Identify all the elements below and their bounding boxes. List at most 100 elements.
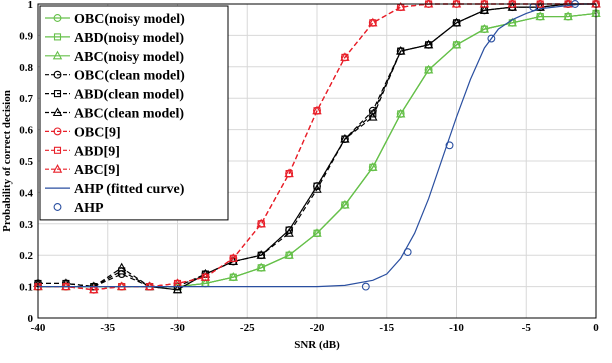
legend-entry: ABC[9] — [45, 163, 120, 178]
legend-marker — [53, 33, 62, 41]
x-tick-label: -35 — [100, 322, 115, 334]
legend-marker — [52, 164, 63, 173]
legend-marker — [52, 50, 63, 60]
legend-entry: OBC[9] — [45, 125, 121, 140]
data-point — [368, 162, 378, 171]
data-point — [256, 218, 266, 228]
data-point — [340, 199, 350, 209]
legend-marker — [53, 146, 62, 154]
y-tick-label: 0 — [28, 313, 34, 325]
y-tick-label: 0.4 — [19, 187, 33, 199]
data-point — [451, 39, 462, 49]
legend: OBC(noisy model) ABD(noisy model) ABC(nois… — [39, 5, 229, 221]
legend-entry: ABD(noisy model) — [45, 31, 184, 46]
x-tick-label: -5 — [522, 322, 532, 334]
data-point — [284, 250, 294, 259]
series-line — [38, 3, 596, 288]
series-9 — [38, 3, 596, 288]
data-point — [487, 34, 496, 43]
legend-marker — [53, 14, 62, 22]
y-tick-label: 0.9 — [19, 30, 33, 42]
x-tick-label: -40 — [31, 322, 46, 334]
data-point — [369, 110, 377, 118]
data-point — [228, 272, 239, 281]
x-tick-label: 0 — [593, 322, 599, 334]
legend-entry: OBC(clean model) — [45, 69, 185, 84]
legend-entry: ABC(clean model) — [45, 107, 184, 122]
legend-box — [39, 5, 229, 221]
legend-entry: ABD(clean model) — [45, 88, 184, 103]
y-tick-label: 1 — [28, 0, 34, 11]
y-tick-label: 0.8 — [19, 62, 33, 74]
legend-entry: AHP (fitted curve) — [45, 182, 185, 197]
x-tick-label: -15 — [379, 322, 394, 334]
legend-label: ABD(clean model) — [74, 88, 184, 103]
legend-entry: AHP — [53, 201, 104, 216]
data-point — [284, 168, 294, 178]
legend-label: ABC[9] — [74, 163, 120, 178]
plot-frame — [37, 3, 597, 319]
data-point — [395, 45, 406, 55]
data-point — [89, 284, 99, 294]
data-point — [340, 52, 350, 61]
data-point — [116, 262, 127, 272]
data-point — [368, 17, 378, 27]
y-tick-label: 0.3 — [19, 219, 33, 231]
data-point — [479, 23, 490, 33]
legend-marker — [53, 90, 62, 98]
y-tick-label: 0.5 — [19, 156, 33, 168]
data-point — [285, 226, 293, 234]
legend-label: ABD[9] — [74, 144, 120, 159]
data-point — [535, 11, 545, 21]
legend-label: OBC[9] — [74, 125, 121, 140]
data-point — [507, 17, 518, 27]
y-tick-label: 0.6 — [19, 125, 33, 137]
series-line — [38, 3, 596, 291]
data-point — [423, 39, 434, 49]
data-point — [395, 1, 406, 11]
x-tick-label: -30 — [170, 322, 185, 334]
legend-marker — [53, 203, 62, 211]
data-point — [340, 133, 350, 143]
data-point — [361, 282, 370, 291]
data-point — [172, 284, 183, 294]
legend-label: ABD(noisy model) — [74, 31, 184, 46]
legend-label: ABC(clean model) — [74, 107, 184, 122]
data-point — [403, 248, 412, 257]
legend-label: OBC(noisy model) — [74, 12, 185, 27]
y-tick-label: 0.2 — [19, 250, 33, 262]
data-point — [479, 5, 490, 14]
data-point — [312, 184, 322, 193]
data-point — [256, 262, 266, 272]
x-tick-label: -10 — [449, 322, 464, 334]
legend-label: AHP (fitted curve) — [74, 182, 185, 197]
data-point — [256, 250, 266, 259]
x-tick-label: -20 — [310, 322, 325, 334]
legend-entry: ABD[9] — [45, 144, 120, 159]
legend-marker — [52, 107, 63, 117]
data-point — [368, 111, 378, 121]
series-10 — [361, 0, 580, 291]
y-axis-label: Probability of correct decision — [1, 90, 13, 232]
data-point — [445, 141, 454, 150]
data-point — [423, 64, 434, 74]
data-point — [395, 108, 406, 118]
x-axis-label: SNR (dB) — [294, 339, 340, 351]
data-point — [312, 105, 322, 115]
legend-marker — [53, 70, 62, 79]
legend-entry: ABC(noisy model) — [45, 50, 184, 65]
legend-entry: OBC(noisy model) — [45, 12, 185, 27]
data-point — [563, 11, 573, 21]
tick-labels: -40 -35 -30 -25 -20 -15 -10 -5 0 0 0.1 0.2 0.3 0.4 0.5… — [19, 0, 599, 334]
legend-label: ABC(noisy model) — [74, 50, 184, 65]
legend-label: AHP — [74, 201, 104, 216]
data-point — [451, 17, 462, 27]
x-tick-label: -25 — [240, 322, 255, 334]
data-point — [228, 253, 239, 262]
data-point — [200, 272, 211, 281]
y-tick-label: 0.7 — [19, 93, 33, 105]
data-point — [312, 228, 322, 237]
legend-marker — [53, 127, 62, 136]
y-tick-label: 0.1 — [19, 282, 33, 294]
